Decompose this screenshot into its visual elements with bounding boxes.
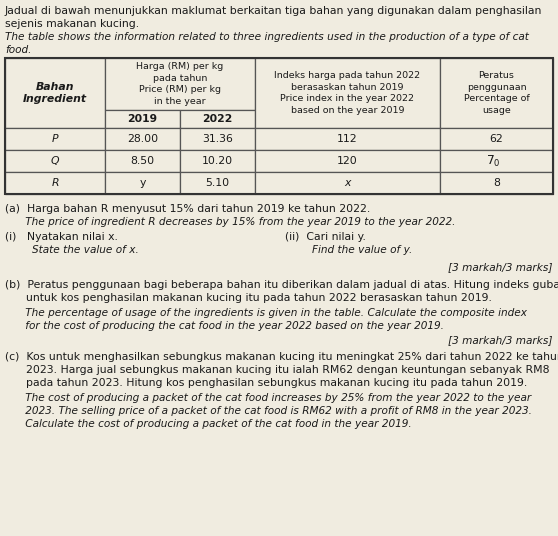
Text: Q: Q — [51, 156, 59, 166]
Text: 2019: 2019 — [127, 114, 157, 124]
Text: (c)  Kos untuk menghasilkan sebungkus makanan kucing itu meningkat 25% dari tahu: (c) Kos untuk menghasilkan sebungkus mak… — [5, 352, 558, 362]
Bar — [255, 58, 440, 128]
Bar — [180, 150, 255, 172]
Text: Bahan
Ingredient: Bahan Ingredient — [23, 82, 87, 104]
Bar — [440, 172, 553, 194]
Bar — [440, 150, 553, 172]
Bar — [180, 172, 255, 194]
Text: [3 markah/3 marks]: [3 markah/3 marks] — [449, 335, 553, 345]
Text: State the value of x.: State the value of x. — [5, 245, 139, 255]
Text: 2023. Harga jual sebungkus makanan kucing itu ialah RM62 dengan keuntungan seban: 2023. Harga jual sebungkus makanan kucin… — [5, 365, 550, 375]
Text: 8.50: 8.50 — [131, 156, 155, 166]
Text: (a)  Harga bahan R menyusut 15% dari tahun 2019 ke tahun 2022.: (a) Harga bahan R menyusut 15% dari tahu… — [5, 204, 371, 214]
Text: The percentage of usage of the ingredients is given in the table. Calculate the : The percentage of usage of the ingredien… — [5, 308, 527, 318]
Bar — [5, 172, 105, 194]
Text: P: P — [52, 134, 58, 144]
Text: 62: 62 — [489, 134, 503, 144]
Text: 5.10: 5.10 — [205, 178, 229, 188]
Bar — [5, 58, 553, 194]
Text: 112: 112 — [337, 134, 358, 144]
Text: 2023. The selling price of a packet of the cat food is RM62 with a profit of RM8: 2023. The selling price of a packet of t… — [5, 406, 532, 416]
Text: The cost of producing a packet of the cat food increases by 25% from the year 20: The cost of producing a packet of the ca… — [5, 393, 531, 403]
Text: 2022: 2022 — [203, 114, 233, 124]
Text: The price of ingredient R decreases by 15% from the year 2019 to the year 2022.: The price of ingredient R decreases by 1… — [5, 217, 455, 227]
Text: 28.00: 28.00 — [127, 134, 158, 144]
Text: The table shows the information related to three ingredients used in the product: The table shows the information related … — [5, 32, 529, 42]
Text: Harga (RM) per kg
pada tahun
Price (RM) per kg
in the year: Harga (RM) per kg pada tahun Price (RM) … — [136, 62, 224, 106]
Text: (ii)  Cari nilai y.: (ii) Cari nilai y. — [285, 232, 366, 242]
Text: 8: 8 — [493, 178, 500, 188]
Bar — [255, 150, 440, 172]
Text: 31.36: 31.36 — [202, 134, 233, 144]
Text: 10.20: 10.20 — [202, 156, 233, 166]
Bar — [105, 172, 180, 194]
Text: y: y — [140, 178, 146, 188]
Text: R: R — [51, 178, 59, 188]
Text: Find the value of y.: Find the value of y. — [285, 245, 412, 255]
Text: sejenis makanan kucing.: sejenis makanan kucing. — [5, 19, 139, 29]
Bar — [105, 58, 255, 110]
Bar — [440, 58, 553, 128]
Bar — [440, 128, 553, 150]
Text: [3 markah/3 marks]: [3 markah/3 marks] — [449, 262, 553, 272]
Text: untuk kos penghasilan makanan kucing itu pada tahun 2022 berasaskan tahun 2019.: untuk kos penghasilan makanan kucing itu… — [5, 293, 492, 303]
Text: Calculate the cost of producing a packet of the cat food in the year 2019.: Calculate the cost of producing a packet… — [5, 419, 412, 429]
Text: (i)   Nyatakan nilai x.: (i) Nyatakan nilai x. — [5, 232, 118, 242]
Bar — [105, 128, 180, 150]
Text: food.: food. — [5, 45, 31, 55]
Text: $\mathit{7}_{0}$: $\mathit{7}_{0}$ — [486, 153, 501, 168]
Bar — [105, 110, 180, 128]
Bar — [5, 150, 105, 172]
Text: for the cost of producing the cat food in the year 2022 based on the year 2019.: for the cost of producing the cat food i… — [5, 321, 444, 331]
Bar — [5, 128, 105, 150]
Bar — [255, 128, 440, 150]
Bar — [105, 150, 180, 172]
Bar — [255, 172, 440, 194]
Text: x: x — [344, 178, 350, 188]
Text: Jadual di bawah menunjukkan maklumat berkaitan tiga bahan yang digunakan dalam p: Jadual di bawah menunjukkan maklumat ber… — [5, 6, 542, 16]
Text: Peratus
penggunaan
Percentage of
usage: Peratus penggunaan Percentage of usage — [464, 71, 530, 115]
Text: (b)  Peratus penggunaan bagi beberapa bahan itu diberikan dalam jadual di atas. : (b) Peratus penggunaan bagi beberapa bah… — [5, 280, 558, 290]
Text: pada tahun 2023. Hitung kos penghasilan sebungkus makanan kucing itu pada tahun : pada tahun 2023. Hitung kos penghasilan … — [5, 378, 527, 388]
Bar — [180, 110, 255, 128]
Bar — [5, 58, 105, 128]
Text: Indeks harga pada tahun 2022
berasaskan tahun 2019
Price index in the year 2022
: Indeks harga pada tahun 2022 berasaskan … — [275, 71, 421, 115]
Text: 120: 120 — [337, 156, 358, 166]
Bar — [180, 128, 255, 150]
